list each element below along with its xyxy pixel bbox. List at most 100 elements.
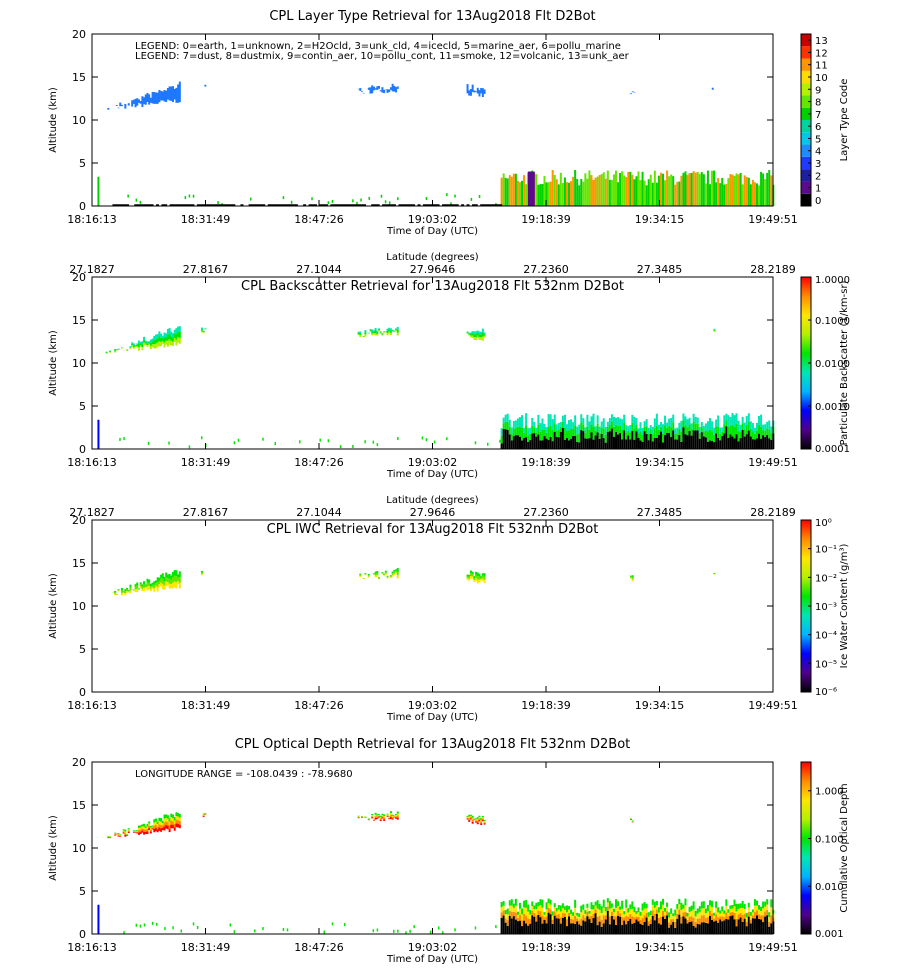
aerosol-feature xyxy=(596,900,599,909)
aerosol-feature xyxy=(727,415,730,427)
aerosol-feature xyxy=(623,414,626,423)
aerosol-feature xyxy=(645,903,648,909)
aerosol-feature xyxy=(657,175,660,206)
aerosol-feature xyxy=(598,909,601,916)
cloud-feature xyxy=(393,815,396,816)
x-tick-label: 18:16:13 xyxy=(67,699,116,712)
cloud-feature xyxy=(204,328,207,330)
aerosol-feature xyxy=(637,428,640,434)
aerosol-feature xyxy=(659,426,662,432)
cloud-feature xyxy=(200,573,203,576)
ground-return xyxy=(319,204,323,207)
aerosol-feature xyxy=(525,915,528,924)
cloud-feature xyxy=(153,92,156,104)
cloud-feature xyxy=(172,582,175,589)
aerosol-feature xyxy=(529,433,532,440)
cloud-feature xyxy=(476,817,479,819)
cloud-feature xyxy=(357,331,360,333)
aerosol-feature xyxy=(578,913,581,917)
aerosol-feature xyxy=(529,910,532,915)
aerosol-feature xyxy=(262,437,264,441)
cloud-feature xyxy=(134,831,137,833)
cloud-feature xyxy=(105,351,108,353)
aerosol-feature xyxy=(590,922,593,934)
aerosol-feature xyxy=(584,921,587,934)
aerosol-feature xyxy=(715,426,718,434)
cloud-feature xyxy=(161,825,164,828)
aerosol-feature xyxy=(529,439,532,449)
aerosol-feature xyxy=(770,439,773,449)
aerosol-feature xyxy=(604,442,607,449)
cloud-feature xyxy=(483,823,486,825)
aerosol-feature xyxy=(372,929,375,933)
cloud-feature xyxy=(367,575,370,577)
cloud-feature xyxy=(129,587,132,591)
cloud-feature xyxy=(631,820,634,822)
aerosol-feature xyxy=(574,923,577,934)
cloud-feature xyxy=(143,829,146,832)
cloud-feature xyxy=(153,584,156,589)
x-tick-label: 19:03:02 xyxy=(408,213,457,226)
aerosol-feature xyxy=(521,926,524,934)
aerosol-feature xyxy=(565,912,568,920)
cloud-feature xyxy=(149,339,152,343)
ground-return xyxy=(278,204,282,207)
cloud-feature xyxy=(175,582,178,589)
aerosol-feature xyxy=(454,194,456,198)
cloud-feature xyxy=(471,84,474,93)
aerosol-feature xyxy=(602,172,605,206)
cloud-feature xyxy=(136,346,139,348)
aerosol-feature xyxy=(645,426,648,435)
cloud-feature xyxy=(481,573,484,576)
aerosol-feature xyxy=(380,194,383,198)
aerosol-feature xyxy=(506,178,509,206)
cloud-feature xyxy=(122,592,125,594)
cloud-feature xyxy=(391,330,394,332)
aerosol-feature xyxy=(506,908,509,915)
aerosol-feature xyxy=(635,424,638,432)
aerosol-feature xyxy=(768,169,771,206)
aerosol-feature xyxy=(682,172,685,206)
aerosol-feature xyxy=(737,420,740,432)
cloud-feature xyxy=(481,336,484,341)
x2-tick-label: 27.2360 xyxy=(523,506,569,519)
cloud-feature xyxy=(386,577,389,579)
aerosol-feature xyxy=(600,427,603,434)
cloud-feature xyxy=(481,328,484,333)
aerosol-feature xyxy=(590,909,593,916)
cloud-feature xyxy=(468,820,471,822)
ground-return xyxy=(191,204,195,207)
cloud-feature xyxy=(166,825,169,830)
aerosol-feature xyxy=(753,899,756,906)
ground-return xyxy=(224,204,228,207)
ground-return xyxy=(210,204,214,207)
y-tick-label: 20 xyxy=(72,28,86,41)
aerosol-feature xyxy=(666,902,669,907)
aerosol-feature xyxy=(557,905,560,910)
cloud-feature xyxy=(629,93,632,95)
cloud-feature xyxy=(202,813,205,815)
cloud-feature xyxy=(374,88,377,90)
cloud-feature xyxy=(475,820,478,822)
aerosol-feature xyxy=(512,428,515,437)
ground-return xyxy=(303,204,307,207)
cloud-feature xyxy=(391,574,394,577)
aerosol-feature xyxy=(504,909,507,915)
cloud-feature xyxy=(202,330,205,332)
x-tick-label: 18:31:49 xyxy=(181,456,230,469)
cloud-feature xyxy=(149,342,152,346)
aerosol-feature xyxy=(688,911,691,917)
cloud-feature xyxy=(114,834,117,836)
aerosol-feature xyxy=(711,920,714,934)
aerosol-feature xyxy=(745,912,748,918)
cloud-feature xyxy=(126,349,129,351)
aerosol-feature xyxy=(274,442,277,446)
aerosol-feature xyxy=(541,923,544,934)
aerosol-feature xyxy=(596,908,599,917)
aerosol-feature xyxy=(719,427,722,434)
cloud-feature xyxy=(149,586,152,589)
aerosol-feature xyxy=(570,429,573,439)
cloud-feature xyxy=(466,816,469,818)
aerosol-feature xyxy=(739,438,742,449)
cloud-feature xyxy=(483,332,486,335)
